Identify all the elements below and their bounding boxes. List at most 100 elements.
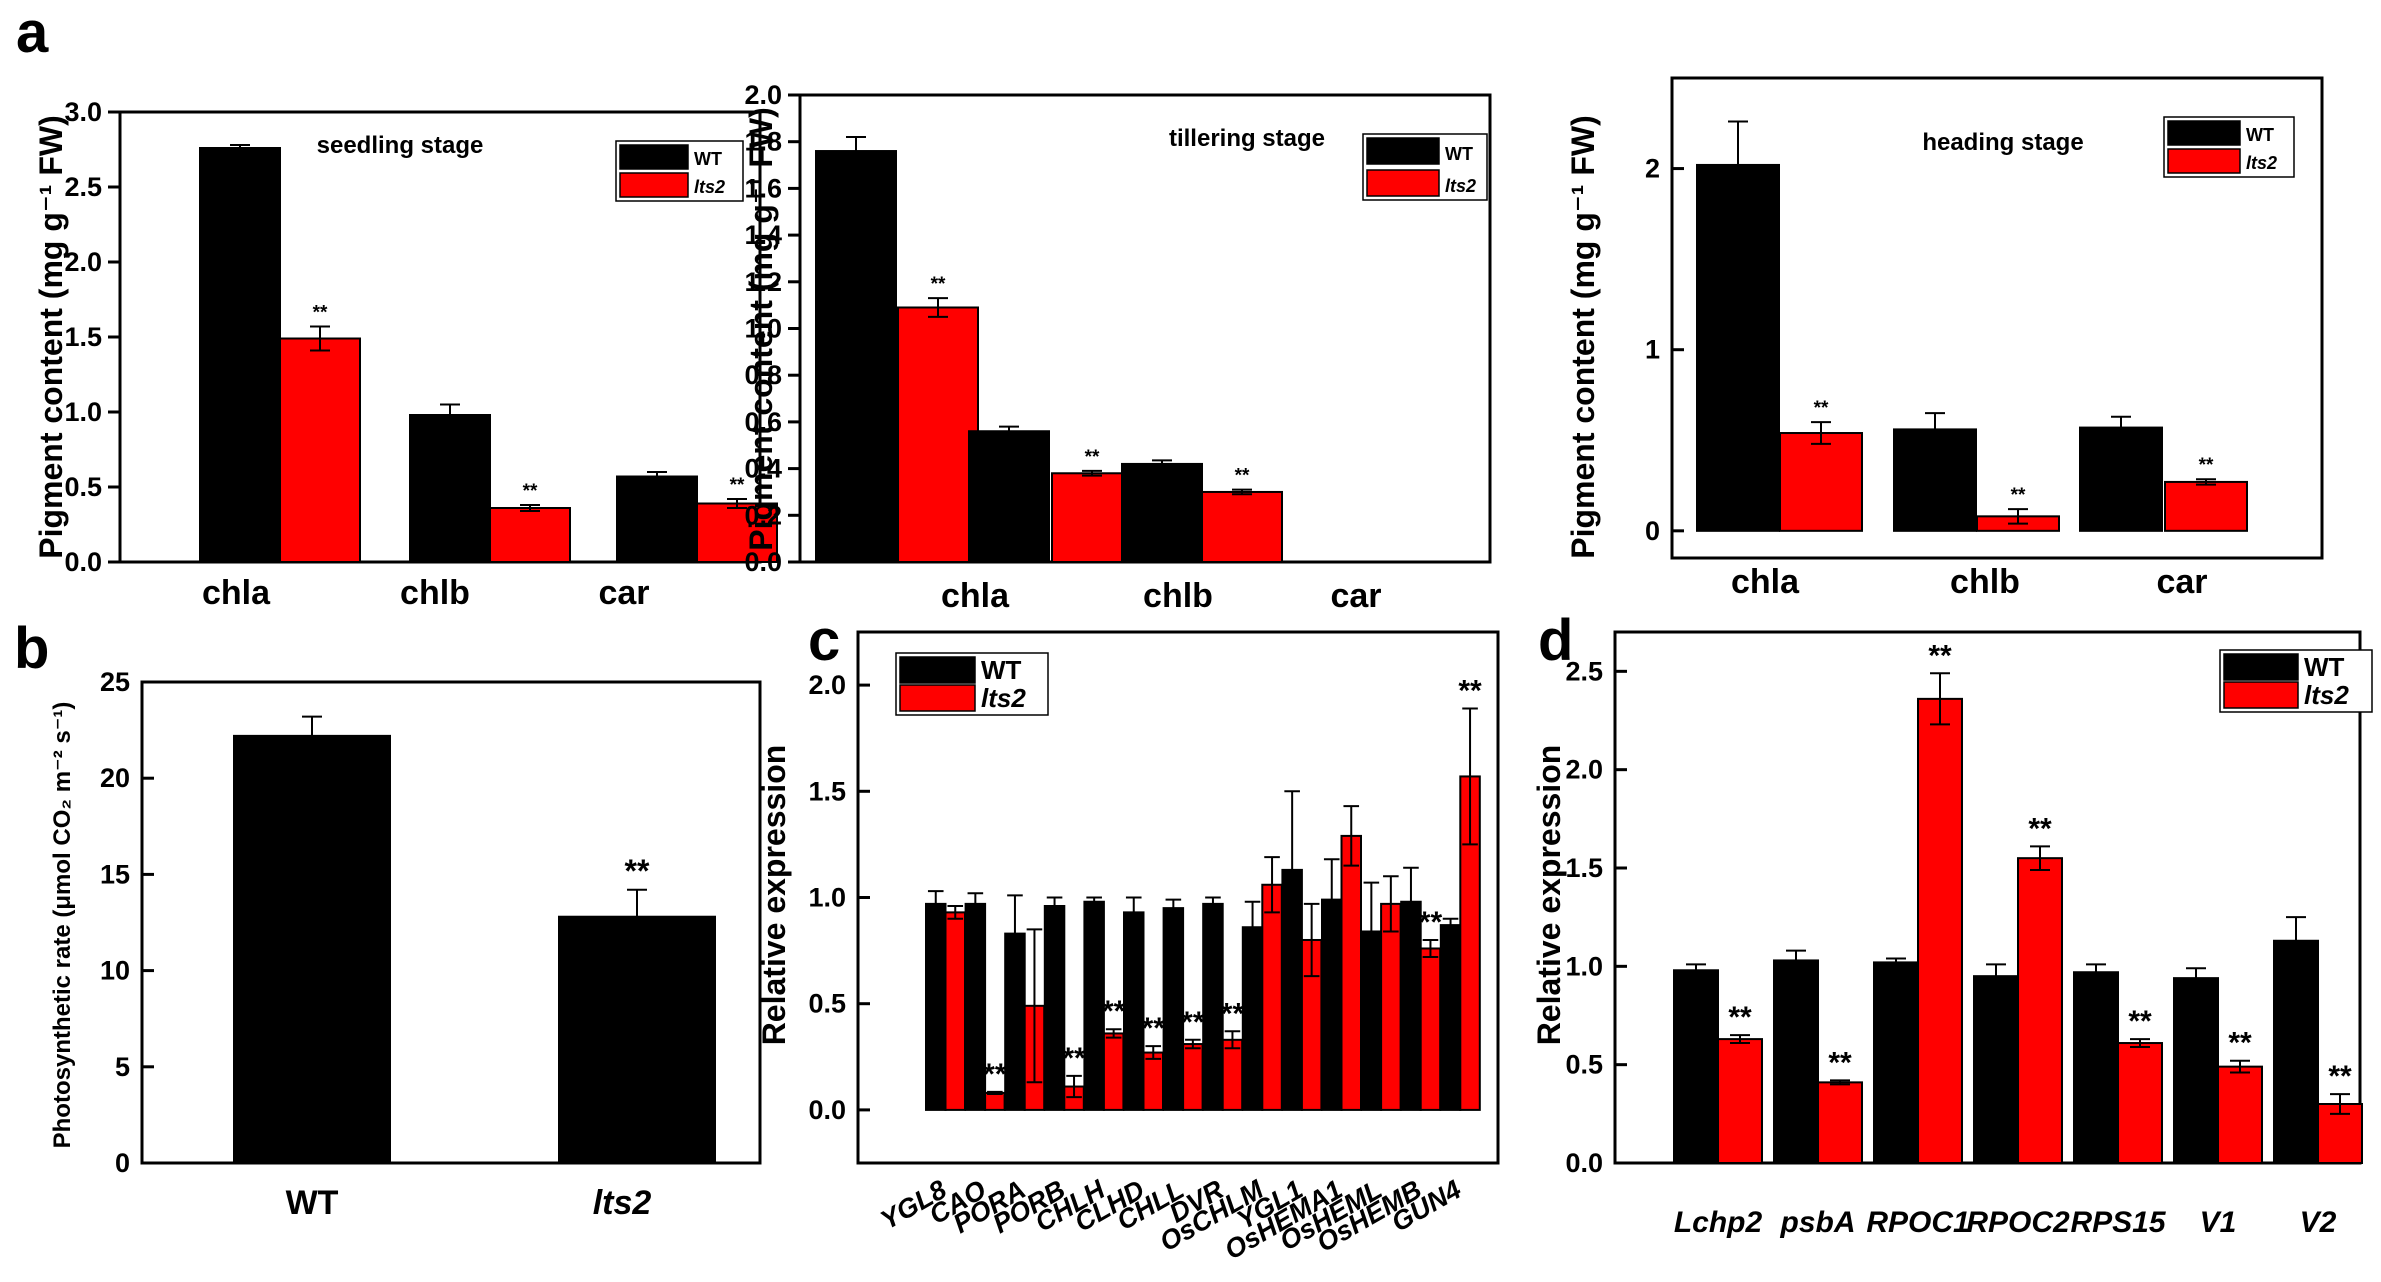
legend-swatch-mutant (899, 684, 976, 712)
bar-CHLH-lts2 (1102, 1032, 1125, 1111)
bar-CLHD-lts2 (1142, 1051, 1164, 1111)
bar-RPOC1-WT (1873, 961, 1919, 1165)
y-tick-label: 2 (1645, 154, 1660, 184)
bar-OsHEMA1-lts2 (1340, 834, 1362, 1111)
legend-label-wt: WT (2304, 652, 2345, 682)
legend-swatch-wt (2167, 120, 2241, 146)
error-bar (1930, 672, 1950, 726)
chart-title: heading stage (1922, 129, 2083, 156)
error-bar (987, 1090, 1003, 1095)
x-tick-label: psbA (1780, 1206, 1856, 1239)
error-bar (1125, 896, 1142, 929)
bar-CAO-lts2 (984, 1091, 1006, 1111)
bar-CHLL-lts2 (1182, 1043, 1204, 1111)
error-bar (2086, 963, 2106, 982)
bar-car-lts2 (696, 502, 778, 563)
y-tick-label: 1.0 (808, 883, 846, 913)
y-axis-label: Pigment content (mg g⁻¹ FW) (1565, 115, 1601, 559)
error-bar (230, 144, 250, 152)
error-bar (1284, 790, 1300, 950)
y-tick-label: 0 (115, 1148, 130, 1178)
error-bar (1264, 856, 1280, 914)
error-bar (1830, 1079, 1850, 1086)
bar-RPOC2-WT (1973, 975, 2019, 1165)
bar-RPOC2-lts2 (2017, 857, 2063, 1165)
y-tick-label: 0.4 (744, 454, 782, 484)
y-tick-label: 1.2 (744, 267, 782, 297)
bar-chla-WT (1696, 163, 1780, 532)
error-bar (1232, 488, 1252, 496)
error-bar (1363, 881, 1380, 982)
y-tick-label: 0.5 (64, 472, 102, 502)
y-tick-label: 2.5 (64, 172, 102, 202)
panel-a2: 0.0 0.2 0.4 0.6 0.8 1.0 1.2 1.4 1.6 1.8 2.0Pigment… (743, 80, 1492, 615)
bar-YGL8-lts2 (944, 911, 966, 1111)
significance-mark: ** (1828, 1046, 1852, 1079)
error-bar (1383, 875, 1399, 933)
legend-swatch-wt (1366, 137, 1440, 165)
x-tick-label: car (1330, 577, 1381, 615)
error-bar (1343, 805, 1360, 867)
legend-label-wt: WT (981, 655, 1022, 685)
error-bar (1105, 1028, 1122, 1039)
error-bar (1165, 898, 1182, 918)
x-tick-label: chla (941, 577, 1010, 615)
y-tick-label: 3.0 (64, 97, 102, 127)
x-tick-label: chla (1731, 563, 1800, 601)
legend-label-wt: WT (694, 149, 722, 169)
error-bar (520, 504, 540, 512)
error-bar (302, 715, 322, 757)
y-tick-label: 0.0 (744, 547, 782, 577)
panel-letter-b: b (14, 616, 49, 681)
chart-title: seedling stage (317, 132, 484, 159)
y-tick-label: 1.8 (744, 127, 782, 157)
y-tick-label: 0.2 (744, 500, 782, 530)
x-tick-label: RPOC1 (1866, 1206, 1969, 1239)
significance-mark: ** (1814, 398, 1829, 419)
x-tick-label: RPS15 (2070, 1206, 2166, 1239)
error-bar (1082, 469, 1102, 477)
y-axis-label: Pigment content (mg g⁻¹ FW) (33, 115, 69, 559)
error-bar (1686, 963, 1706, 978)
y-tick-label: 10 (100, 956, 130, 986)
x-tick-label: V1 (2200, 1206, 2237, 1239)
y-tick-label: 5 (115, 1052, 130, 1082)
bar-RPS15-WT (2073, 971, 2119, 1164)
error-bar (2330, 1093, 2350, 1115)
error-bar (928, 297, 948, 318)
legend-swatch-mutant (619, 172, 689, 198)
bar-car-lts2 (2164, 480, 2248, 532)
y-tick-label: 0.5 (808, 989, 846, 1019)
significance-mark: ** (1928, 639, 1952, 672)
bar-chlb-WT (409, 414, 491, 563)
error-bar (999, 425, 1019, 437)
panel-letter-a: a (16, 0, 49, 65)
error-bar (1007, 894, 1023, 973)
error-bar (1925, 412, 1945, 447)
y-tick-label: 2.0 (808, 670, 846, 700)
error-bar (1422, 938, 1439, 958)
error-bar (1403, 866, 1419, 937)
legend-label-mutant: lts2 (981, 683, 1026, 713)
y-tick-label: 0 (1645, 516, 1660, 546)
significance-mark: ** (1221, 997, 1245, 1030)
legend-swatch-mutant (1366, 169, 1440, 197)
y-axis-label: Relative expression (1531, 745, 1567, 1046)
y-tick-label: 0.0 (808, 1095, 846, 1125)
bar-Lchp2-WT (1673, 969, 1719, 1164)
panel-a3: 0 1 2 Pigment content (mg g⁻¹ FW) heading st… (1565, 76, 2324, 601)
significance-mark: ** (931, 274, 946, 295)
error-bar (440, 403, 460, 427)
bar-OsHEML-lts2 (1380, 902, 1402, 1111)
bar-OsHEMB-lts2 (1419, 947, 1442, 1111)
y-tick-label: 0.6 (744, 407, 782, 437)
error-bar (1145, 1045, 1162, 1060)
legend-swatch-wt (619, 144, 689, 170)
significance-mark: ** (2228, 1027, 2252, 1060)
y-axis-label: Photosynthetic rate (μmol CO₂ m⁻² s⁻¹) (49, 702, 76, 1149)
x-tick-label: car (598, 574, 649, 612)
bar-psbA-lts2 (1817, 1081, 1863, 1165)
